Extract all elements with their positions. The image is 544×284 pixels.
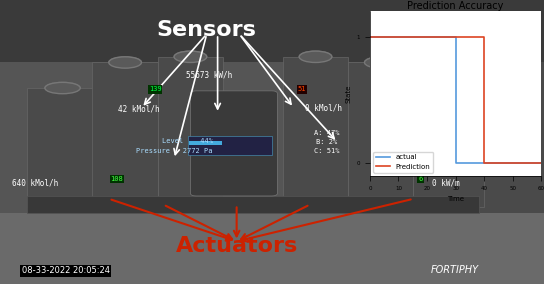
- Ellipse shape: [109, 57, 141, 68]
- Ellipse shape: [431, 82, 466, 94]
- actual: [538, 162, 544, 165]
- Title: Prediction Accuracy: Prediction Accuracy: [407, 1, 504, 11]
- Prediction: [538, 162, 544, 165]
- Ellipse shape: [174, 51, 207, 62]
- Text: B: 2%: B: 2%: [316, 139, 337, 145]
- FancyBboxPatch shape: [189, 141, 222, 145]
- Text: 08-33-2022 20:05:24: 08-33-2022 20:05:24: [22, 266, 110, 275]
- FancyBboxPatch shape: [0, 0, 544, 62]
- Text: 108: 108: [110, 176, 123, 182]
- Text: Sensors: Sensors: [157, 20, 257, 40]
- Text: Pressure   2772 Pa: Pressure 2772 Pa: [136, 147, 212, 154]
- Ellipse shape: [431, 82, 466, 94]
- Text: 139: 139: [149, 86, 162, 93]
- Line: Prediction: Prediction: [370, 37, 541, 163]
- FancyBboxPatch shape: [158, 57, 223, 199]
- Text: Level    44%: Level 44%: [162, 137, 213, 144]
- Ellipse shape: [299, 51, 332, 62]
- Prediction: [367, 35, 373, 38]
- Ellipse shape: [364, 57, 397, 68]
- actual: [453, 162, 459, 165]
- FancyBboxPatch shape: [0, 213, 544, 284]
- Legend: actual, Prediction: actual, Prediction: [373, 152, 433, 173]
- Text: 42 kMol/h: 42 kMol/h: [118, 105, 159, 114]
- FancyBboxPatch shape: [188, 136, 272, 155]
- Ellipse shape: [299, 51, 332, 62]
- Text: 0 kW/m: 0 kW/m: [432, 179, 460, 188]
- FancyBboxPatch shape: [0, 62, 364, 213]
- Text: 640 kMol/h: 640 kMol/h: [12, 179, 59, 188]
- FancyBboxPatch shape: [27, 88, 98, 207]
- actual: [367, 35, 373, 38]
- FancyBboxPatch shape: [190, 91, 277, 196]
- X-axis label: Time: Time: [447, 196, 464, 202]
- Prediction: [481, 35, 487, 38]
- Text: A: 47%: A: 47%: [314, 130, 339, 137]
- Ellipse shape: [364, 57, 397, 68]
- FancyBboxPatch shape: [348, 62, 413, 199]
- Ellipse shape: [109, 57, 141, 68]
- actual: [453, 35, 459, 38]
- Prediction: [481, 162, 487, 165]
- Ellipse shape: [45, 82, 81, 94]
- Text: 0 kMol/h: 0 kMol/h: [305, 103, 342, 112]
- FancyBboxPatch shape: [27, 196, 479, 213]
- FancyBboxPatch shape: [92, 62, 158, 199]
- FancyBboxPatch shape: [413, 88, 484, 207]
- Line: actual: actual: [370, 37, 541, 163]
- Ellipse shape: [45, 82, 81, 94]
- Ellipse shape: [174, 51, 207, 62]
- Text: 51: 51: [298, 86, 306, 93]
- Text: Actuators: Actuators: [176, 236, 298, 256]
- Text: C: 51%: C: 51%: [314, 147, 339, 154]
- Y-axis label: State: State: [345, 85, 351, 103]
- Text: 55673 kW/h: 55673 kW/h: [186, 71, 233, 80]
- Text: FORTIPHY: FORTIPHY: [431, 266, 479, 275]
- Text: 6: 6: [418, 176, 423, 182]
- FancyBboxPatch shape: [283, 57, 348, 199]
